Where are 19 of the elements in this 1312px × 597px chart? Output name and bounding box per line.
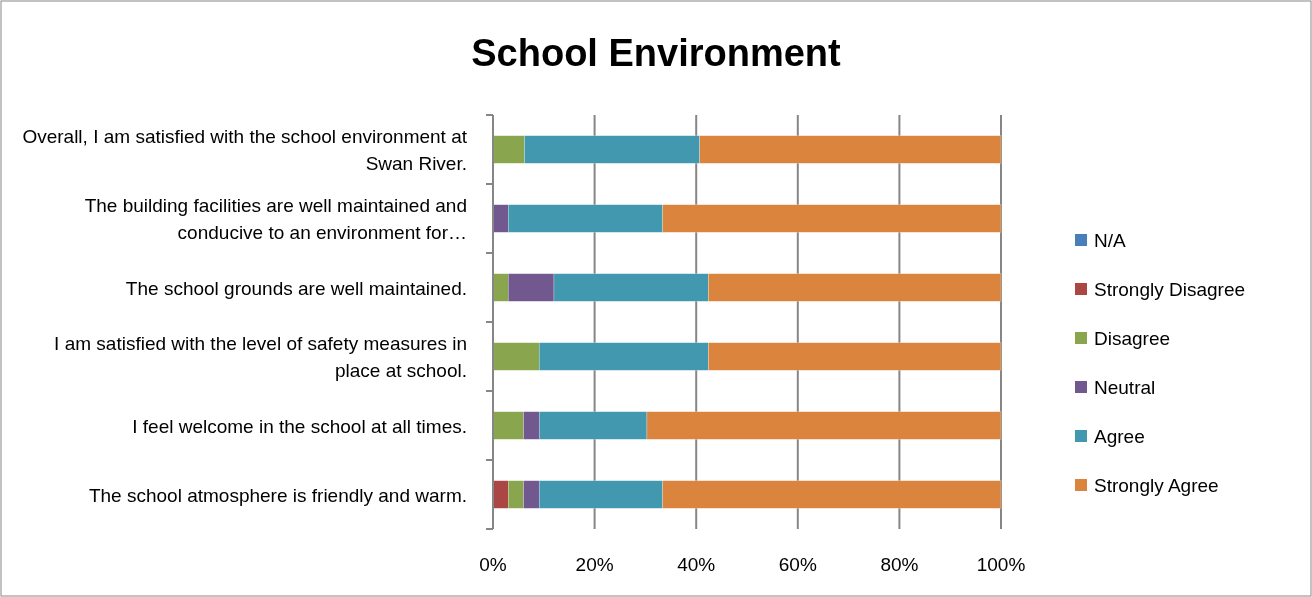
legend-label: Agree — [1094, 426, 1145, 447]
y-tick-label: Overall, I am satisfied with the school environment at Swan River. — [22, 126, 468, 174]
y-tick-label: I feel welcome in the school at all times. — [132, 415, 467, 437]
x-tick-label: 40% — [677, 554, 716, 575]
y-tick-label: The building facilities are well maintained and conducive to an environment for… — [84, 195, 467, 243]
legend-label: Neutral — [1094, 377, 1156, 398]
legend-label: Disagree — [1094, 328, 1171, 349]
x-tick-label: 100% — [976, 554, 1026, 575]
x-tick-label: 60% — [778, 554, 817, 575]
x-tick-label: 0% — [479, 554, 507, 575]
legend-label: Strongly Disagree — [1094, 279, 1246, 300]
x-tick-label: 80% — [880, 554, 919, 575]
y-tick-label: The school atmosphere is friendly and warm. — [88, 484, 467, 506]
legend-label: Strongly Agree — [1094, 475, 1219, 496]
y-tick-label: The school grounds are well maintained. — [125, 277, 467, 299]
chart-title: School Environment — [471, 32, 842, 74]
legend-label: N/A — [1094, 230, 1126, 251]
x-tick-label: 20% — [575, 554, 614, 575]
y-tick-label: I am satisfied with the level of safety measures in place at school. — [54, 333, 467, 381]
